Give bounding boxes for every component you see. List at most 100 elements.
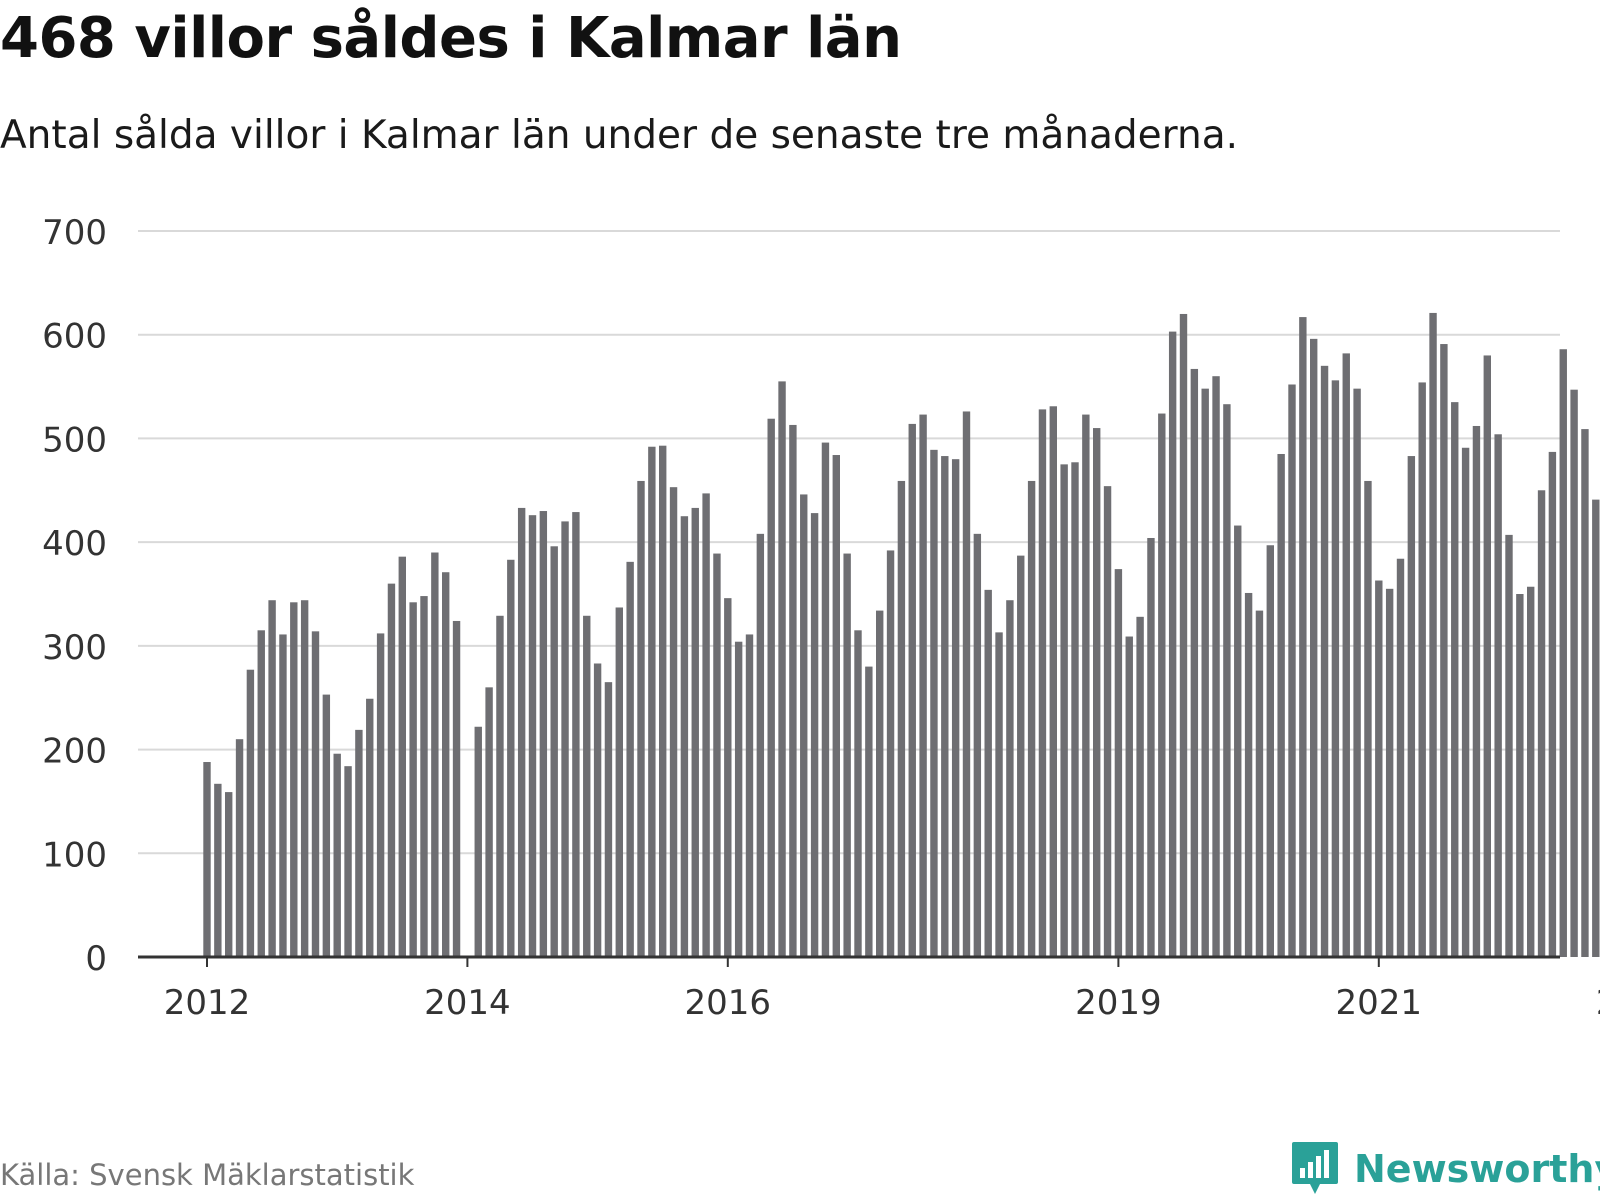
bar	[821, 442, 830, 957]
bar	[311, 631, 320, 957]
bar	[724, 598, 732, 957]
bar	[398, 556, 406, 957]
bar	[897, 480, 906, 957]
bar	[507, 559, 515, 957]
bar	[1288, 384, 1296, 957]
bar	[1472, 425, 1481, 957]
bar	[1342, 353, 1350, 958]
bar	[1407, 456, 1416, 957]
y-tick-label: 200	[42, 732, 107, 772]
bar	[322, 694, 331, 957]
bar	[1570, 389, 1578, 957]
bar	[1168, 331, 1177, 957]
bar	[1299, 317, 1307, 957]
bar	[431, 552, 439, 957]
bar	[1212, 376, 1220, 957]
bar	[1147, 537, 1155, 957]
bar	[637, 480, 645, 957]
bar	[376, 633, 385, 957]
bar	[474, 726, 482, 957]
y-axis-ticks: 0 100 200 300 400 500 600 700	[42, 213, 107, 979]
bar	[366, 698, 374, 957]
bar	[962, 411, 971, 957]
bar	[1310, 338, 1318, 957]
bar	[1060, 464, 1068, 957]
bar	[593, 663, 602, 957]
bar	[1505, 534, 1513, 957]
brand-logo[interactable]: Newsworthy	[1290, 1140, 1600, 1198]
bar	[257, 630, 265, 957]
bar	[767, 418, 775, 957]
y-tick-label: 300	[42, 628, 107, 668]
bar	[810, 513, 819, 957]
bar	[865, 666, 873, 957]
bar	[1548, 451, 1557, 957]
bar	[268, 600, 276, 957]
bar	[1136, 616, 1144, 957]
bar	[1331, 380, 1340, 957]
bar	[344, 766, 352, 957]
bar	[1527, 586, 1535, 957]
bar	[539, 511, 548, 957]
bar	[409, 602, 417, 957]
bar	[941, 456, 949, 957]
bar	[1266, 545, 1274, 957]
bar	[1082, 414, 1090, 957]
bar	[1049, 406, 1057, 958]
bar	[648, 446, 656, 957]
bar	[1244, 592, 1253, 957]
bar	[1234, 525, 1242, 957]
bar	[290, 602, 298, 957]
bar	[1396, 558, 1405, 957]
bar	[300, 600, 309, 957]
bar	[1223, 404, 1231, 957]
bar	[951, 459, 960, 957]
bar	[702, 493, 710, 957]
bar	[1581, 429, 1589, 957]
x-tick-label: 2014	[424, 983, 511, 1023]
bar	[756, 533, 765, 957]
bar	[246, 669, 255, 957]
bar	[1440, 344, 1448, 957]
bar	[1429, 312, 1437, 957]
x-tick-label: 2012	[164, 983, 251, 1023]
bar	[626, 561, 634, 957]
bar	[854, 630, 862, 957]
bar	[279, 634, 287, 957]
bar	[789, 424, 797, 958]
bar	[778, 381, 786, 957]
bar	[1385, 588, 1394, 957]
bar	[1320, 365, 1329, 957]
bar	[528, 515, 537, 957]
bar	[1038, 409, 1047, 958]
bar	[1483, 355, 1491, 957]
bar	[214, 783, 222, 957]
y-tick-label: 100	[42, 835, 107, 875]
bar	[203, 762, 211, 957]
bar	[420, 596, 428, 957]
bar	[1006, 600, 1014, 957]
x-tick-label: 2016	[685, 983, 772, 1023]
bar	[1158, 413, 1166, 958]
bar	[442, 572, 450, 957]
bar	[984, 589, 992, 957]
bar	[832, 455, 840, 957]
bar	[669, 487, 678, 957]
bar	[550, 546, 558, 957]
bar	[1559, 349, 1567, 958]
bar	[1027, 480, 1036, 957]
bar	[485, 687, 493, 957]
bar	[973, 533, 982, 957]
bar	[1125, 636, 1133, 957]
x-tick-label: 2019	[1075, 983, 1162, 1023]
x-axis-ticks: 2012 2014 2016 2019 2021 2023	[164, 957, 1600, 1023]
chart-title: 468 villor såldes i Kalmar län	[0, 6, 902, 71]
bars	[203, 312, 1600, 958]
bar	[1418, 382, 1426, 957]
bar	[919, 414, 927, 957]
bar	[1353, 388, 1361, 957]
bar	[745, 634, 754, 957]
x-tick-label: 2023	[1596, 983, 1600, 1023]
bar	[333, 753, 341, 957]
